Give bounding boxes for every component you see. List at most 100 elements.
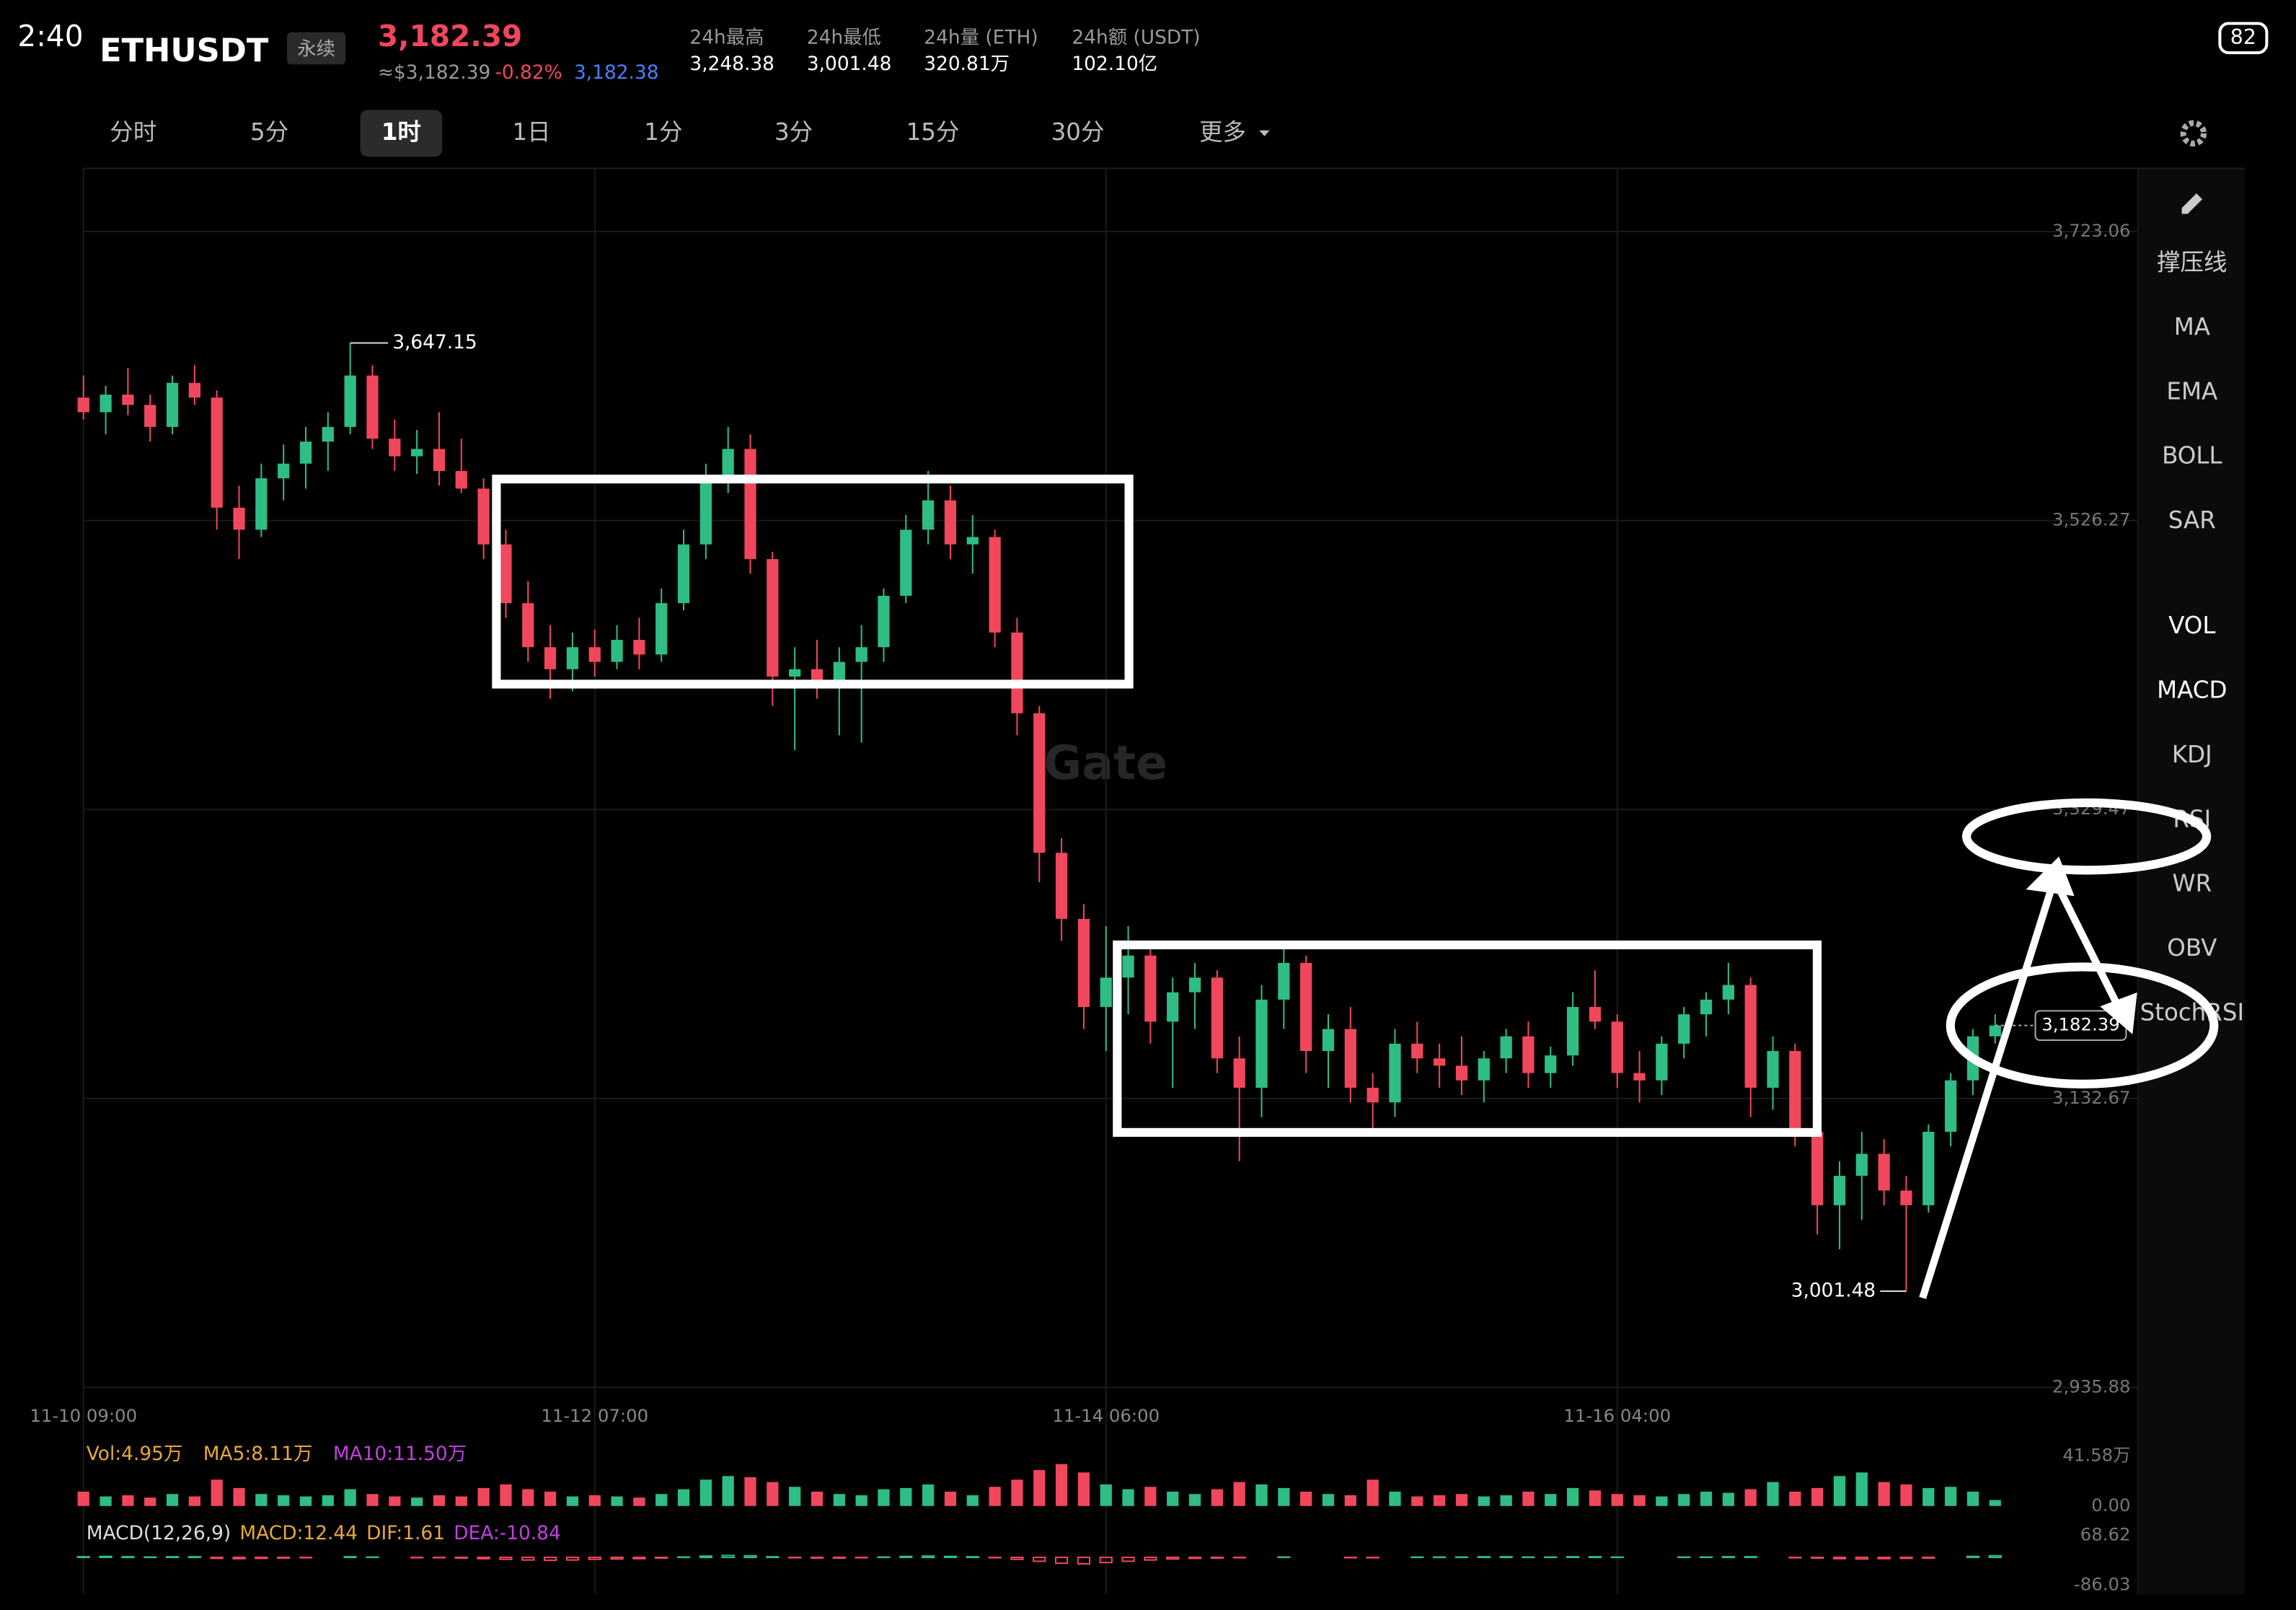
candle-body xyxy=(989,537,1001,633)
volume-bar xyxy=(566,1496,579,1506)
low-label: 3,001.48 xyxy=(1791,1279,1876,1301)
volume-bar xyxy=(1566,1487,1579,1506)
macd-bar xyxy=(1855,1557,1868,1560)
volume-bar xyxy=(366,1494,379,1506)
volume-bar xyxy=(1278,1487,1290,1506)
macd-bar xyxy=(1033,1557,1046,1562)
volume-bar xyxy=(1100,1484,1112,1506)
candle-body xyxy=(922,500,935,530)
volume-bar xyxy=(1611,1494,1623,1506)
indicator-item[interactable]: KDJ xyxy=(2172,741,2212,768)
volume-bar xyxy=(1144,1487,1157,1506)
candle-body xyxy=(1011,632,1023,713)
volume-bar xyxy=(1633,1495,1646,1506)
timeframe-tab[interactable]: 15分 xyxy=(906,118,960,146)
timeframe-tab[interactable]: 30分 xyxy=(1051,118,1105,146)
indicator-item[interactable]: EMA xyxy=(2166,377,2217,405)
timeframe-tab[interactable]: 分时 xyxy=(110,118,156,146)
candle-body xyxy=(767,559,779,677)
timeframe-tab[interactable]: 更多 xyxy=(1199,118,1246,146)
annotation-ellipse xyxy=(1946,962,2219,1088)
indicator-item[interactable]: BOLL xyxy=(2162,442,2222,470)
macd-bar xyxy=(232,1557,246,1560)
candle-body xyxy=(1455,1065,1468,1081)
candle-body xyxy=(966,537,979,545)
candle-body xyxy=(722,449,734,479)
volume-bar xyxy=(922,1484,935,1506)
candle-body xyxy=(433,449,446,471)
volume-bar xyxy=(1255,1484,1268,1506)
volume-bar xyxy=(1500,1495,1512,1506)
x-tick-label: 11-14 06:00 xyxy=(1052,1405,1160,1426)
draw-icon[interactable] xyxy=(2181,193,2203,214)
candle-body xyxy=(1722,985,1734,1000)
candle-body xyxy=(500,544,512,604)
indicator-item[interactable]: MACD xyxy=(2157,677,2227,704)
candle-body xyxy=(255,478,268,530)
candle-body xyxy=(1233,1058,1245,1088)
timeframe-tab[interactable]: 5分 xyxy=(250,118,288,146)
macd-legend: MACD:12.44 xyxy=(239,1522,358,1544)
volume-bar xyxy=(122,1495,134,1506)
candle-body xyxy=(1100,977,1112,1007)
volume-bar xyxy=(655,1494,668,1506)
volume-bar xyxy=(989,1487,1001,1506)
candle-body xyxy=(900,529,912,596)
volume-bar xyxy=(1322,1494,1335,1506)
indicator-item[interactable]: MA xyxy=(2174,313,2210,340)
candle-body xyxy=(1434,1058,1446,1066)
candle-body xyxy=(144,405,156,427)
candle-body xyxy=(166,382,179,427)
candle-body xyxy=(1545,1055,1557,1073)
volume-legend: MA10:11.50万 xyxy=(333,1443,467,1465)
indicator-item[interactable]: SAR xyxy=(2168,506,2216,534)
index-price: 3,182.38 xyxy=(574,61,659,84)
indicator-item[interactable]: StochRSI xyxy=(2140,998,2244,1026)
candle-body xyxy=(77,397,89,413)
candle-body xyxy=(1744,985,1757,1088)
volume-legend: MA5:8.11万 xyxy=(203,1443,313,1465)
indicator-item[interactable]: WR xyxy=(2172,870,2212,897)
volume-bar xyxy=(278,1495,290,1506)
candle-body xyxy=(1366,1087,1379,1103)
settings-icon[interactable] xyxy=(2180,120,2207,147)
last-price-label: 3,182.39 xyxy=(2041,1014,2119,1035)
volume-bar xyxy=(1966,1491,1979,1506)
candle-body xyxy=(588,647,601,662)
annotation-box xyxy=(1113,940,1822,1138)
macd-tick-label: 68.62 xyxy=(2080,1523,2131,1544)
candle-body xyxy=(1167,992,1179,1022)
stat-value: 3,248.38 xyxy=(689,53,774,75)
candle-body xyxy=(1922,1132,1935,1205)
macd-bar xyxy=(1054,1557,1069,1565)
volume-bar xyxy=(1900,1484,1912,1506)
timeframe-tab[interactable]: 1分 xyxy=(644,118,682,146)
volume-bar xyxy=(255,1494,268,1506)
timeframe-tab[interactable]: 1时 xyxy=(381,118,421,146)
volume-bar xyxy=(1411,1496,1423,1506)
volume-bar xyxy=(1233,1482,1245,1506)
dropdown-caret xyxy=(1259,130,1270,136)
volume-bar xyxy=(1434,1495,1446,1506)
candle-body xyxy=(188,382,200,398)
volume-bar xyxy=(166,1494,179,1506)
timeframe-tab[interactable]: 1日 xyxy=(513,118,551,146)
timeframe-tab[interactable]: 3分 xyxy=(774,118,813,146)
indicator-item[interactable]: 撑压线 xyxy=(2157,249,2227,276)
candle-body xyxy=(1033,713,1046,853)
candle-body xyxy=(1566,1006,1579,1056)
indicator-item[interactable]: VOL xyxy=(2168,612,2215,639)
macd-bar xyxy=(832,1557,846,1559)
candle-body xyxy=(1656,1043,1668,1081)
indicator-item[interactable]: OBV xyxy=(2167,934,2217,962)
indicator-panel xyxy=(2137,168,2245,1594)
macd-legend: DIF:1.61 xyxy=(366,1522,445,1544)
candle-body xyxy=(1855,1153,1868,1176)
volume-bar xyxy=(811,1491,824,1506)
macd-bar xyxy=(699,1555,713,1559)
stat-value: 320.81万 xyxy=(924,53,1010,75)
macd-bar xyxy=(1922,1557,1935,1559)
macd-bar xyxy=(810,1557,824,1559)
usd-price: ≈$3,182.39 xyxy=(378,61,490,84)
candle-body xyxy=(1833,1176,1846,1205)
